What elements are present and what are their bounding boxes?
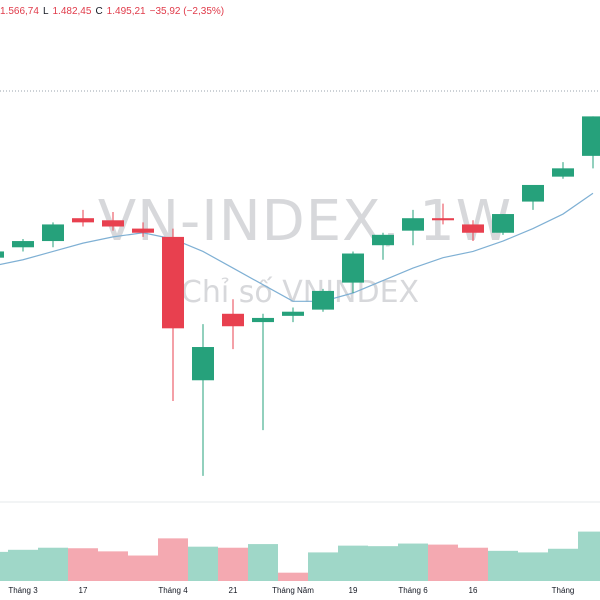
watermark-subtitle: Chỉ số VNINDEX: [181, 275, 419, 310]
candle-body: [372, 234, 394, 246]
candle-body: [162, 236, 184, 329]
x-tick-label: 17: [79, 586, 88, 595]
ohlc-low-label: L: [42, 6, 49, 17]
volume-bar: [308, 552, 338, 581]
candle-body: [462, 224, 484, 233]
candle-body: [252, 317, 274, 323]
ohlc-close: 1.495,21: [106, 6, 146, 17]
volume-bar: [488, 550, 518, 581]
volume-bar: [458, 547, 488, 581]
x-tick-label: Tháng 4: [158, 586, 188, 595]
volume-bar: [548, 548, 578, 581]
volume-bar: [218, 547, 248, 581]
candle-body: [12, 241, 34, 248]
candle-body: [222, 313, 244, 327]
candle-body: [192, 347, 214, 381]
candle-body: [342, 253, 364, 283]
ohlc-change: −35,92 (−2,35%): [149, 6, 225, 17]
ohlc-open: 1.566,74: [0, 6, 39, 17]
volume-bar: [68, 548, 98, 581]
volume-bar: [188, 546, 218, 581]
candle-body: [0, 251, 4, 258]
volume-bar: [158, 538, 188, 581]
candle-body: [282, 311, 304, 316]
candle-body: [492, 214, 514, 233]
x-tick-label: 19: [349, 586, 358, 595]
volume-bar: [518, 552, 548, 581]
volume-bar: [128, 555, 158, 581]
volume-bar: [98, 551, 128, 581]
candle-body: [102, 220, 124, 227]
volume-bars: [0, 531, 600, 581]
candle-body: [432, 218, 454, 221]
candle-body: [132, 228, 154, 233]
volume-bar: [248, 544, 278, 581]
volume-bar: [398, 543, 428, 581]
volume-bar: [428, 544, 458, 581]
ohlc-header: 1.566,74 L 1.482,45 C 1.495,21 −35,92 (−2,35%…: [0, 6, 228, 17]
volume-bar: [278, 572, 308, 581]
x-axis: Tháng 3 17 Tháng 4 21 Tháng Năm 19 Tháng 6 16 Th…: [8, 586, 574, 595]
volume-bar: [38, 547, 68, 581]
volume-bar: [0, 551, 8, 581]
watermark-title: VN-INDEX, 1W: [98, 189, 512, 254]
volume-bar: [368, 546, 398, 581]
candles: [0, 116, 600, 476]
ohlc-close-label: C: [95, 6, 103, 17]
volume-bar: [338, 545, 368, 581]
candle-body: [582, 116, 600, 156]
ma-line: [0, 192, 594, 302]
candle-body: [42, 224, 64, 242]
x-tick-label: 21: [229, 586, 238, 595]
candle-body: [552, 168, 574, 177]
x-tick-label: Tháng Năm: [272, 586, 314, 595]
x-tick-label: Tháng: [552, 586, 575, 595]
volume-bar: [8, 549, 38, 581]
ohlc-low: 1.482,45: [52, 6, 92, 17]
candle-body: [312, 290, 334, 310]
candle-body: [72, 218, 94, 223]
candle-body: [402, 218, 424, 231]
x-tick-label: 16: [469, 586, 478, 595]
x-tick-label: Tháng 3: [8, 586, 38, 595]
volume-bar: [578, 531, 600, 581]
x-tick-label: Tháng 6: [398, 586, 428, 595]
candle-body: [522, 184, 544, 202]
moving-average: [0, 192, 594, 302]
